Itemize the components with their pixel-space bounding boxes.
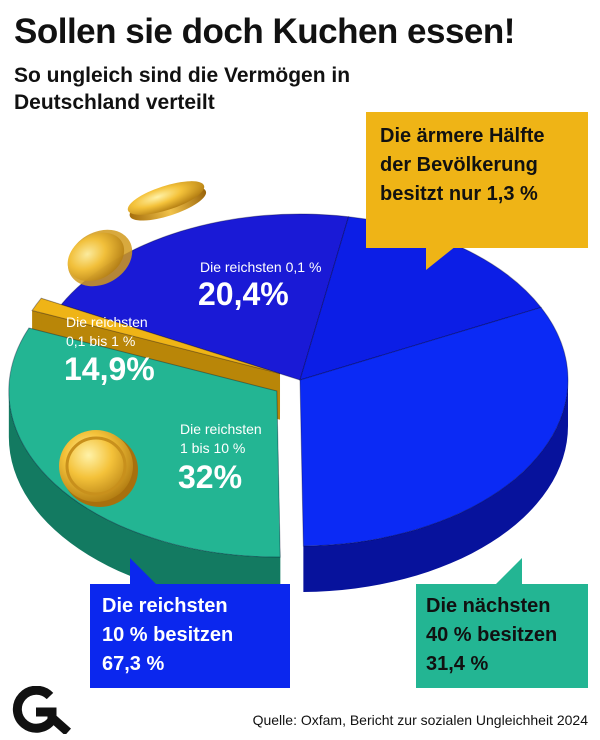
pie-side-2 xyxy=(303,380,568,592)
source-note: Quelle: Oxfam, Bericht zur sozialen Ungl… xyxy=(252,712,588,728)
slice-label-top01: Die reichsten 0,1 % xyxy=(200,259,321,275)
slice-label-top1to10-line1: Die reichsten xyxy=(180,421,262,437)
g-logo-icon xyxy=(12,686,71,734)
callout-top10-line1: Die reichsten xyxy=(102,595,228,617)
callout-next40-tail xyxy=(496,558,522,584)
slice-value-top1to10: 32% xyxy=(178,459,242,495)
pie-slice-4 xyxy=(31,297,281,375)
callout-next40-line1: Die nächsten xyxy=(426,595,551,617)
pie-slice-3 xyxy=(8,327,281,558)
callout-top10-tail xyxy=(130,558,156,584)
slice-value-top01to1: 14,9% xyxy=(64,351,155,387)
callout-top10-line2: 10 % besitzen xyxy=(102,624,234,646)
page-subtitle: So ungleich sind die Vermögen in Deutsch… xyxy=(14,64,351,114)
coins xyxy=(59,181,207,507)
callout-top10-line3: 67,3 % xyxy=(102,653,165,675)
callout-next40-line2: 40 % besitzen xyxy=(426,624,558,646)
callout-top10: Die reichsten 10 % besitzen 67,3 % xyxy=(90,558,290,688)
page-title: Sollen sie doch Kuchen essen! xyxy=(14,12,515,51)
slice-label-top01to1-line2: 0,1 bis 1 % xyxy=(66,333,135,349)
coin-blurred xyxy=(67,229,133,287)
callout-next40-line3: 31,4 % xyxy=(426,653,489,675)
pie-slice-2 xyxy=(299,306,569,547)
coin-top xyxy=(127,181,207,221)
callout-poor-line1: Die ärmere Hälfte xyxy=(380,125,545,147)
slice-value-top01: 20,4% xyxy=(198,276,289,312)
callout-next40: Die nächsten 40 % besitzen 31,4 % xyxy=(416,558,588,688)
coin-left xyxy=(59,430,138,507)
slice-labels: Die reichsten 0,1 % 20,4% Die reichsten … xyxy=(64,259,321,495)
callout-poor-line2: der Bevölkerung xyxy=(380,154,538,176)
callout-poor-tail xyxy=(426,246,456,270)
callout-poor-line3: besitzt nur 1,3 % xyxy=(380,183,538,205)
slice-label-top01to1-line1: Die reichsten xyxy=(66,314,148,330)
pie-layer xyxy=(8,213,569,604)
slice-label-top1to10-line2: 1 bis 10 % xyxy=(180,440,245,456)
callout-poor-half: Die ärmere Hälfte der Bevölkerung besitz… xyxy=(366,112,588,270)
